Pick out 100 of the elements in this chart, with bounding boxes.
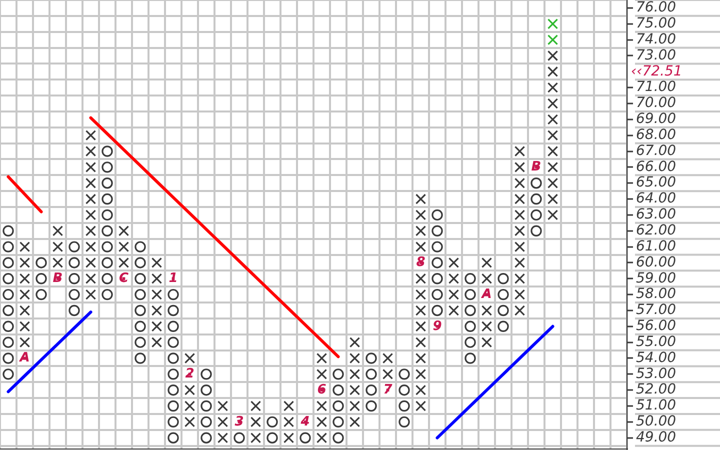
point — [432, 241, 443, 252]
point — [2, 257, 14, 268]
point — [102, 193, 113, 205]
point — [68, 273, 80, 284]
point — [168, 368, 179, 380]
point — [464, 273, 476, 284]
point — [547, 178, 558, 188]
point — [514, 257, 526, 268]
point — [432, 288, 443, 300]
point — [200, 368, 212, 380]
y-tick-label: 68.00 — [636, 126, 676, 143]
point — [514, 146, 526, 157]
point — [168, 384, 179, 396]
point — [464, 320, 476, 332]
point — [102, 225, 113, 236]
point — [134, 241, 146, 252]
point — [415, 210, 426, 220]
point — [349, 352, 360, 364]
point — [102, 209, 113, 221]
point — [498, 304, 509, 316]
point — [332, 400, 344, 412]
y-tick-label: 65.00 — [636, 174, 676, 191]
point — [168, 352, 179, 364]
point — [168, 432, 179, 444]
point — [250, 400, 262, 412]
point — [514, 194, 526, 204]
point — [85, 210, 96, 220]
point — [366, 368, 377, 380]
y-tick-label: 50.00 — [636, 414, 676, 430]
point — [366, 352, 377, 364]
y-tick-label: 63.00 — [636, 206, 676, 223]
text: ‹‹72.51 — [631, 63, 682, 80]
point — [366, 400, 377, 412]
point — [547, 114, 558, 125]
point — [36, 288, 47, 300]
point — [52, 226, 64, 236]
point — [498, 288, 509, 300]
point — [547, 66, 558, 77]
y-tick-label: 56.00 — [636, 318, 676, 334]
point — [415, 289, 426, 300]
point — [398, 400, 410, 412]
point — [316, 352, 328, 364]
point — [19, 321, 30, 332]
point — [102, 178, 113, 189]
point — [415, 384, 426, 396]
point — [415, 400, 426, 412]
y-tick-label: 66.00 — [636, 158, 676, 175]
point — [36, 257, 47, 268]
point — [514, 289, 526, 300]
point — [151, 273, 162, 284]
point — [415, 273, 426, 284]
y-tick-label: 54.00 — [636, 350, 676, 366]
point — [514, 241, 526, 252]
point — [85, 226, 96, 236]
point — [432, 225, 443, 236]
point — [530, 225, 542, 236]
y-tick-label: 69.00 — [636, 111, 676, 128]
point — [316, 432, 328, 444]
y-tick-label: 55.00 — [636, 334, 676, 350]
point — [547, 162, 558, 173]
point — [514, 305, 526, 316]
point — [316, 416, 328, 428]
point — [415, 352, 426, 364]
point — [200, 416, 212, 428]
point — [19, 289, 30, 300]
y-tick-label: 51.00 — [636, 398, 676, 414]
point — [332, 432, 344, 444]
point — [118, 226, 130, 236]
point — [134, 320, 146, 332]
y-tick-label: 61.00 — [636, 238, 676, 254]
point — [19, 336, 30, 348]
point — [134, 336, 146, 348]
point — [168, 320, 179, 332]
point — [547, 130, 558, 141]
series-label: 8 — [416, 255, 426, 270]
point — [432, 257, 443, 268]
y-tick-label: 49.00 — [636, 429, 676, 446]
point — [134, 352, 146, 364]
point — [332, 384, 344, 396]
point — [168, 416, 179, 428]
y-tick-label: 70.00 — [636, 95, 676, 112]
point — [168, 288, 179, 300]
point — [2, 368, 14, 380]
point — [250, 416, 262, 428]
point — [102, 257, 113, 268]
point — [118, 257, 130, 268]
point — [464, 304, 476, 316]
point — [481, 273, 492, 284]
point — [316, 368, 328, 380]
point — [266, 416, 278, 428]
point — [200, 432, 212, 444]
point — [151, 257, 162, 268]
point — [217, 416, 228, 428]
point — [102, 162, 113, 173]
series-label: C — [118, 271, 129, 286]
point — [151, 305, 162, 316]
point — [85, 257, 96, 268]
y-tick-label: 52.00 — [636, 382, 676, 398]
point — [19, 257, 30, 268]
point — [85, 194, 96, 204]
